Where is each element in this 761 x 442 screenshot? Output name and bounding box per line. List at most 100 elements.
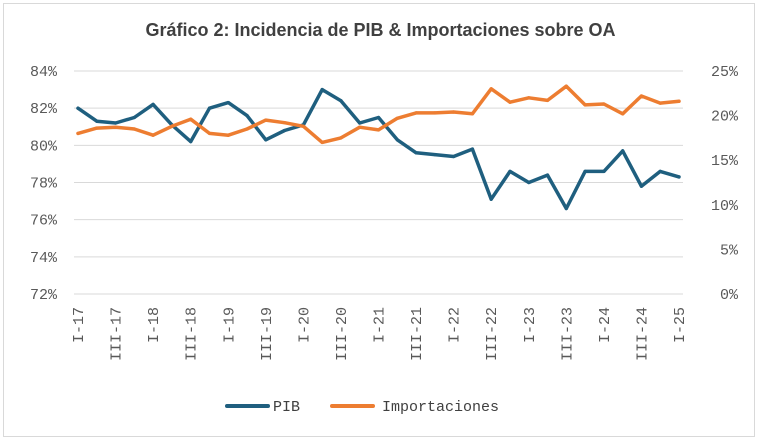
data-point-importaciones: [621, 112, 625, 116]
legend-label-pib: PIB: [273, 399, 300, 416]
data-point-pib: [358, 121, 362, 125]
data-point-importaciones: [489, 87, 493, 91]
data-point-pib: [151, 102, 155, 106]
x-axis-tick-label: III-18: [184, 307, 201, 361]
x-axis-tick-label: III-20: [334, 307, 351, 361]
data-point-pib: [433, 153, 437, 157]
x-axis-tick-label: III-24: [634, 307, 651, 361]
data-point-importaciones: [320, 140, 324, 144]
data-point-importaciones: [226, 133, 230, 137]
data-point-importaciones: [376, 128, 381, 132]
data-point-importaciones: [95, 126, 99, 130]
data-point-pib: [245, 114, 249, 118]
data-point-importaciones: [395, 116, 399, 120]
data-point-pib: [658, 169, 662, 173]
right-axis-tick-label: 0%: [720, 287, 739, 304]
data-point-importaciones: [470, 112, 474, 116]
x-axis-tick-label: I-19: [221, 307, 238, 343]
x-axis-tick-label: I-17: [71, 307, 88, 343]
x-axis-tick-label: III-17: [109, 307, 126, 361]
data-point-pib: [508, 169, 512, 173]
data-point-importaciones: [339, 136, 343, 140]
x-axis-tick-label: III-23: [559, 307, 576, 361]
left-axis-tick-label: 82%: [30, 101, 58, 118]
data-point-importaciones: [433, 111, 437, 115]
data-point-pib: [602, 169, 606, 173]
x-axis-tick-label: I-21: [372, 307, 389, 343]
data-point-pib: [639, 184, 644, 188]
data-point-pib: [132, 115, 136, 120]
data-point-pib: [376, 115, 381, 120]
right-axis-tick-label: 25%: [711, 64, 739, 81]
x-axis-tick-label: III-19: [259, 307, 276, 361]
left-axis-tick-label: 74%: [30, 250, 58, 267]
data-point-importaciones: [358, 125, 362, 129]
data-point-importaciones: [414, 111, 418, 115]
right-axis-tick-label: 5%: [720, 242, 739, 259]
data-point-pib: [527, 180, 531, 185]
data-point-importaciones: [283, 121, 287, 125]
legend-label-importaciones: Importaciones: [382, 399, 499, 416]
data-point-pib: [677, 175, 681, 179]
x-axis-tick-label: I-22: [447, 307, 464, 343]
data-point-importaciones: [264, 118, 268, 122]
x-axis-tick-label: I-23: [522, 307, 539, 343]
data-point-importaciones: [114, 125, 118, 129]
data-point-importaciones: [677, 99, 681, 103]
data-point-importaciones: [207, 131, 212, 135]
data-point-importaciones: [189, 117, 193, 121]
x-axis-tick-label: I-25: [672, 307, 689, 343]
data-point-importaciones: [245, 127, 249, 131]
x-axis-tick-label: I-18: [146, 307, 163, 343]
right-axis-tick-label: 15%: [711, 153, 739, 170]
data-point-pib: [114, 121, 118, 125]
x-axis-tick-label: III-21: [409, 307, 426, 361]
data-point-pib: [545, 173, 550, 177]
data-point-importaciones: [545, 98, 550, 102]
data-point-importaciones: [583, 103, 587, 107]
data-point-pib: [452, 154, 456, 159]
data-point-importaciones: [602, 102, 606, 106]
chart-title: Gráfico 2: Incidencia de PIB & Importaci…: [145, 20, 616, 40]
data-point-importaciones: [508, 100, 512, 104]
data-point-pib: [207, 106, 212, 110]
data-point-pib: [264, 138, 268, 142]
data-point-pib: [564, 206, 568, 211]
data-point-importaciones: [564, 84, 568, 88]
data-point-pib: [395, 138, 399, 142]
left-axis-tick-label: 72%: [30, 287, 58, 304]
data-point-importaciones: [151, 133, 155, 137]
data-point-importaciones: [301, 124, 305, 128]
data-point-pib: [76, 106, 80, 110]
left-axis-tick-label: 84%: [30, 64, 58, 81]
x-axis-tick-label: I-24: [597, 307, 614, 343]
data-point-importaciones: [658, 101, 662, 105]
data-point-pib: [621, 149, 625, 153]
series-line-pib: [76, 87, 681, 211]
data-point-pib: [583, 169, 587, 173]
data-point-pib: [226, 101, 230, 105]
data-point-importaciones: [527, 96, 531, 100]
left-axis-tick-label: 80%: [30, 138, 58, 155]
data-point-pib: [95, 119, 99, 123]
data-point-pib: [339, 99, 343, 103]
data-point-importaciones: [639, 94, 644, 98]
x-axis-tick-label: I-20: [296, 307, 313, 343]
data-point-importaciones: [132, 127, 136, 131]
data-point-pib: [470, 147, 474, 151]
series-line-importaciones: [76, 84, 681, 145]
data-point-pib: [283, 128, 287, 133]
data-point-importaciones: [452, 110, 456, 114]
data-point-importaciones: [76, 131, 80, 135]
data-point-pib: [189, 140, 193, 144]
left-axis-tick-label: 78%: [30, 176, 58, 193]
data-point-pib: [489, 197, 493, 201]
data-point-importaciones: [170, 124, 174, 128]
left-axis-tick-label: 76%: [30, 213, 58, 230]
x-axis-tick-label: III-22: [484, 307, 501, 361]
data-point-pib: [320, 88, 324, 92]
data-point-pib: [414, 151, 418, 155]
right-axis-tick-label: 20%: [711, 109, 739, 126]
right-axis-tick-label: 10%: [711, 198, 739, 215]
